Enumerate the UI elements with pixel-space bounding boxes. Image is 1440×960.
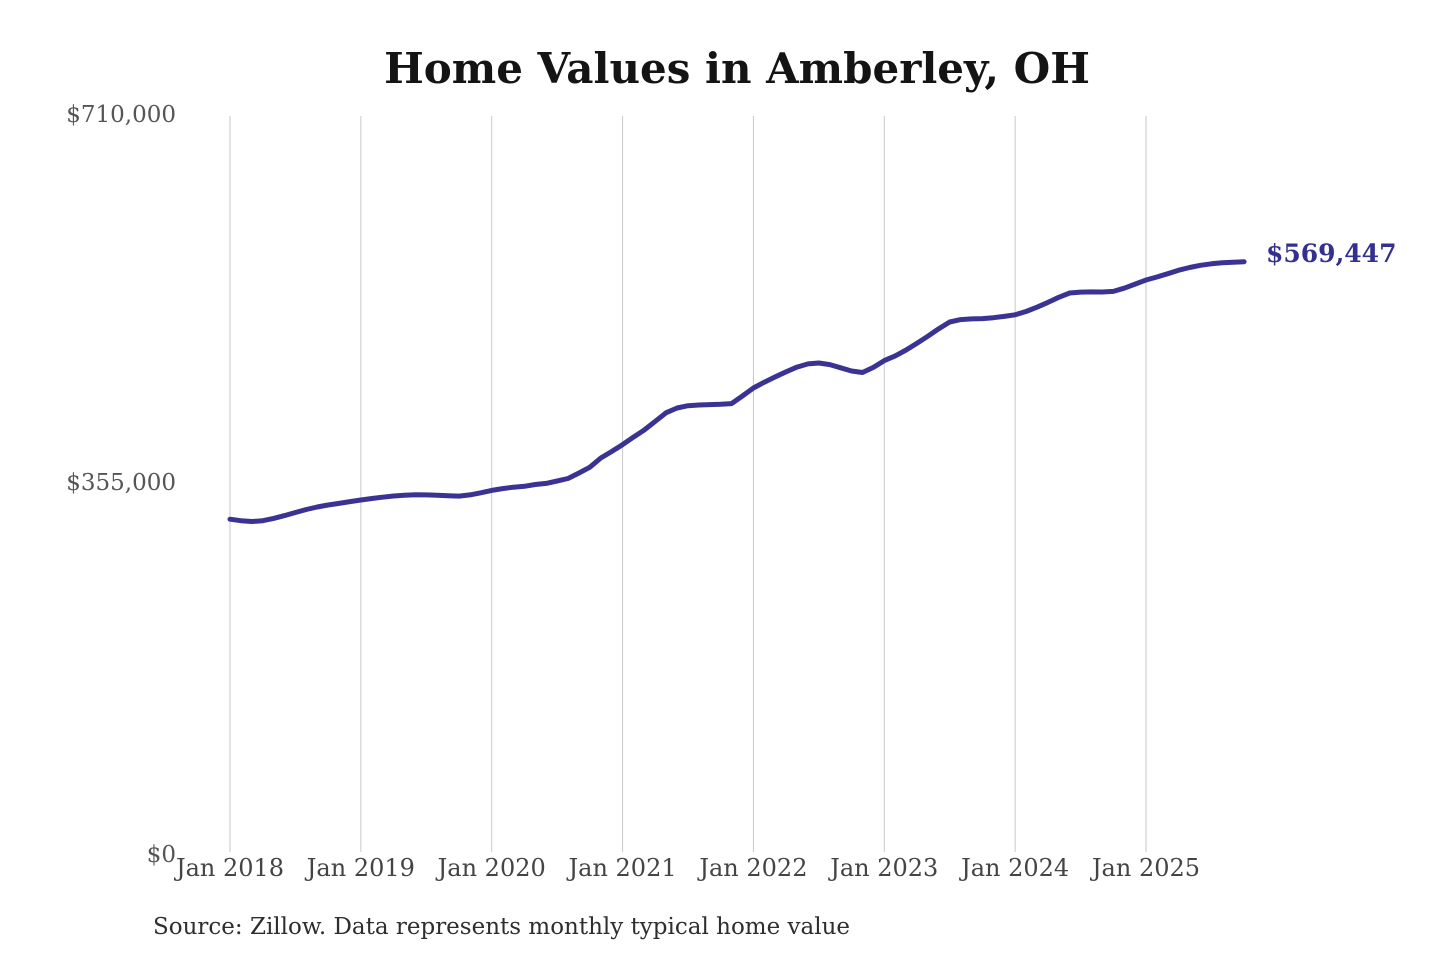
x-axis-tick-label: Jan 2022 — [696, 854, 807, 882]
latest-value-label: $569,447 — [1266, 239, 1397, 268]
home-value-line — [227, 259, 1247, 524]
x-axis-tick-label: Jan 2018 — [173, 854, 284, 882]
x-axis-tick-label: Jan 2021 — [566, 854, 677, 882]
y-axis-label-355000: $355,000 — [66, 470, 176, 496]
source-note: Source: Zillow. Data represents monthly … — [153, 914, 851, 940]
home-value-line-series — [227, 259, 1247, 524]
y-axis-label-0: $0 — [146, 842, 176, 868]
y-axis-label-710000: $710,000 — [66, 102, 176, 128]
x-axis-tick-label: Jan 2020 — [435, 854, 546, 882]
x-axis-tick-label: Jan 2023 — [827, 854, 938, 882]
x-axis-tick-label: Jan 2024 — [958, 854, 1069, 882]
chart-title: Home Values in Amberley, OH — [384, 44, 1090, 93]
x-axis-tick-label: Jan 2025 — [1089, 854, 1200, 882]
x-axis-tick-label: Jan 2019 — [304, 854, 415, 882]
vertical-gridlines — [229, 116, 1147, 852]
x-axis-tick-labels: Jan 2018 Jan 2019 Jan 2020 Jan 2021 Jan 2022… — [173, 854, 1200, 882]
